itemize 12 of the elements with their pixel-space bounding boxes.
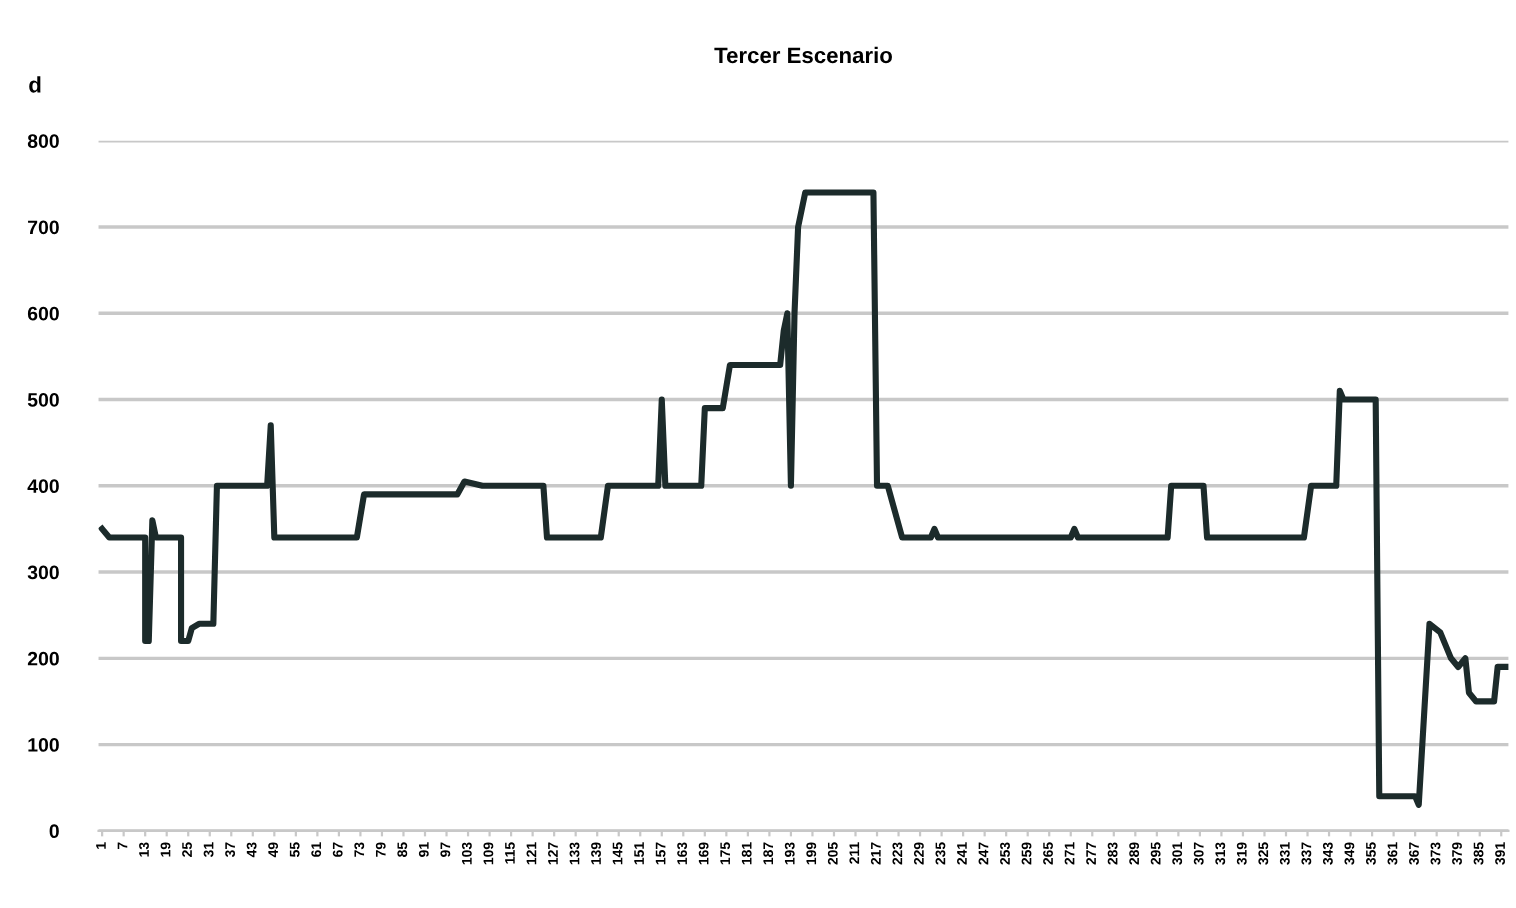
y-tick-label: 400	[27, 479, 59, 494]
y-tick-label: 0	[49, 824, 59, 839]
y-tick-label: 500	[27, 392, 59, 407]
y-tick-label: 700	[28, 220, 59, 235]
y-tick-label: 600	[27, 306, 59, 321]
line-series	[99, 189, 1509, 808]
y-axis-title: d	[29, 76, 41, 93]
chart-title: Tercer Escenario	[714, 46, 892, 64]
y-tick-label: 800	[27, 134, 59, 148]
y-tick-label: 300	[27, 565, 59, 580]
y-tick-label: 200	[27, 651, 59, 666]
y-tick-label: 100	[28, 738, 59, 752]
